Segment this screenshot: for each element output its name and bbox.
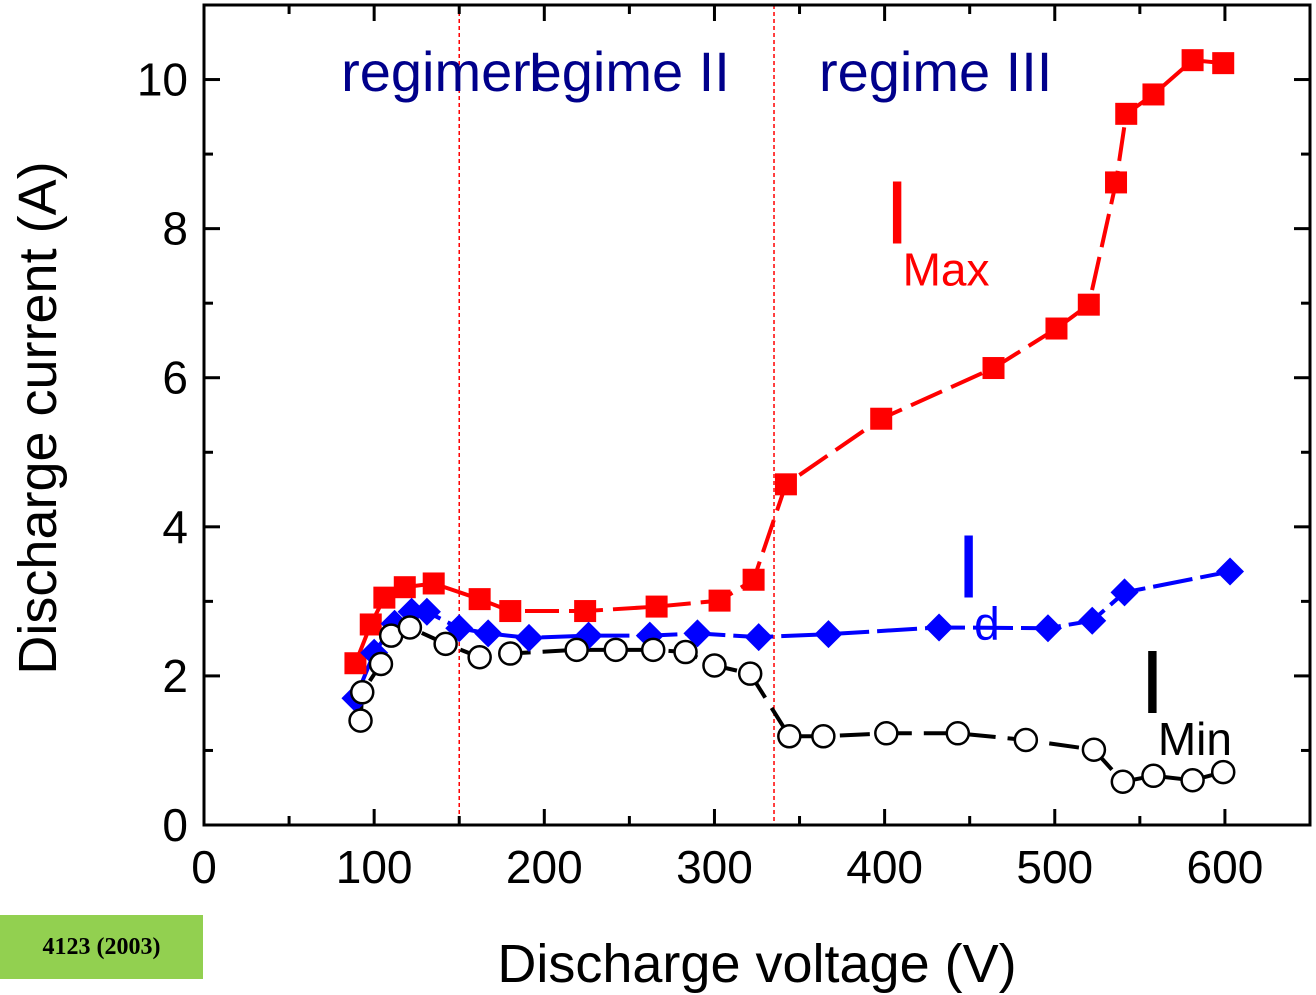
data-point-max — [1212, 52, 1235, 75]
data-point-d — [412, 597, 441, 626]
data-point-d — [925, 613, 954, 642]
data-point-min — [498, 641, 523, 666]
regime-boundaries — [458, 5, 775, 825]
x-tick-label: 0 — [191, 841, 217, 893]
y-tick-label: 6 — [162, 352, 188, 404]
data-point-d — [474, 619, 503, 648]
data-point-max — [708, 589, 731, 612]
data-point-max — [774, 473, 797, 496]
data-point-min — [564, 637, 589, 663]
data-point-min — [433, 631, 458, 657]
data-point-min — [737, 661, 763, 686]
series-label-min: I — [1140, 633, 1165, 733]
axis-ticks — [202, 5, 1310, 827]
data-point-max — [468, 588, 491, 611]
data-point-d — [744, 623, 773, 652]
data-point-d — [1033, 614, 1062, 643]
data-point-min — [467, 645, 492, 670]
data-point-min — [1180, 768, 1205, 793]
data-point-max — [982, 357, 1005, 380]
x-tick-label: 500 — [1016, 841, 1093, 893]
series-markers — [341, 49, 1245, 795]
data-point-min — [811, 724, 836, 749]
series-label-sub-min: Min — [1158, 713, 1232, 765]
y-tick-label: 8 — [162, 203, 188, 255]
data-point-d — [814, 620, 843, 649]
data-point-max — [344, 652, 367, 675]
citation-badge: 4123 (2003) — [0, 915, 203, 979]
y-tick-label: 4 — [162, 501, 188, 553]
data-point-min — [1081, 737, 1107, 762]
x-tick-label: 200 — [506, 841, 583, 893]
data-point-min — [603, 637, 629, 663]
data-point-max — [870, 407, 893, 430]
regime-label-2: regime II — [512, 40, 730, 103]
data-point-d — [683, 619, 712, 648]
x-tick-label: 600 — [1187, 841, 1264, 893]
x-tick-label: 100 — [336, 841, 413, 893]
series-lines — [353, 58, 1231, 784]
regime-label-3: regime III — [819, 40, 1052, 103]
data-point-max — [393, 576, 416, 599]
data-point-min — [1141, 763, 1166, 789]
data-point-max — [1142, 83, 1165, 106]
tick-labels: 0 100 200 300 400 500 600 0 2 4 6 8 10 — [137, 54, 1263, 893]
data-point-min — [368, 651, 394, 677]
data-point-min — [640, 637, 666, 663]
data-point-min — [397, 615, 423, 640]
data-point-min — [702, 653, 727, 678]
y-tick-label: 0 — [162, 799, 188, 851]
series-label-sub-d: d — [974, 598, 1000, 650]
series-label-max: I — [885, 164, 910, 264]
y-tick-label: 2 — [162, 650, 188, 702]
data-point-max — [1115, 102, 1138, 125]
data-point-max — [1077, 293, 1100, 316]
data-point-min — [348, 708, 373, 733]
data-point-min — [945, 721, 971, 746]
y-axis-title: Discharge current (A) — [8, 161, 68, 674]
regime-label-1: regime I — [341, 40, 543, 103]
series-label-d: I — [956, 518, 981, 618]
data-point-min — [1210, 759, 1236, 785]
data-point-min — [673, 639, 698, 665]
data-point-max — [373, 586, 396, 609]
data-point-max — [359, 613, 382, 636]
data-point-max — [574, 600, 597, 623]
data-point-max — [1181, 49, 1204, 72]
data-point-max — [499, 600, 522, 623]
data-point-min — [777, 724, 802, 749]
x-tick-label: 400 — [846, 841, 923, 893]
data-point-min — [1110, 769, 1136, 795]
data-point-max — [1045, 317, 1068, 340]
data-point-min — [1013, 727, 1039, 753]
data-point-max — [645, 595, 668, 618]
data-point-max — [1105, 171, 1128, 194]
data-point-max — [742, 568, 765, 591]
plot-frame — [202, 3, 1312, 827]
data-point-min — [874, 721, 899, 746]
data-point-d — [1216, 557, 1245, 586]
data-point-d — [514, 623, 543, 652]
series-label-sub-max: Max — [903, 244, 990, 296]
x-tick-label: 300 — [676, 841, 753, 893]
data-point-d — [1110, 578, 1139, 607]
x-axis-title: Discharge voltage (V) — [497, 934, 1016, 994]
data-point-min — [349, 680, 375, 705]
y-tick-label: 10 — [137, 54, 188, 106]
data-point-max — [422, 572, 445, 595]
series-line-max — [353, 58, 1224, 664]
data-point-d — [1078, 606, 1107, 635]
